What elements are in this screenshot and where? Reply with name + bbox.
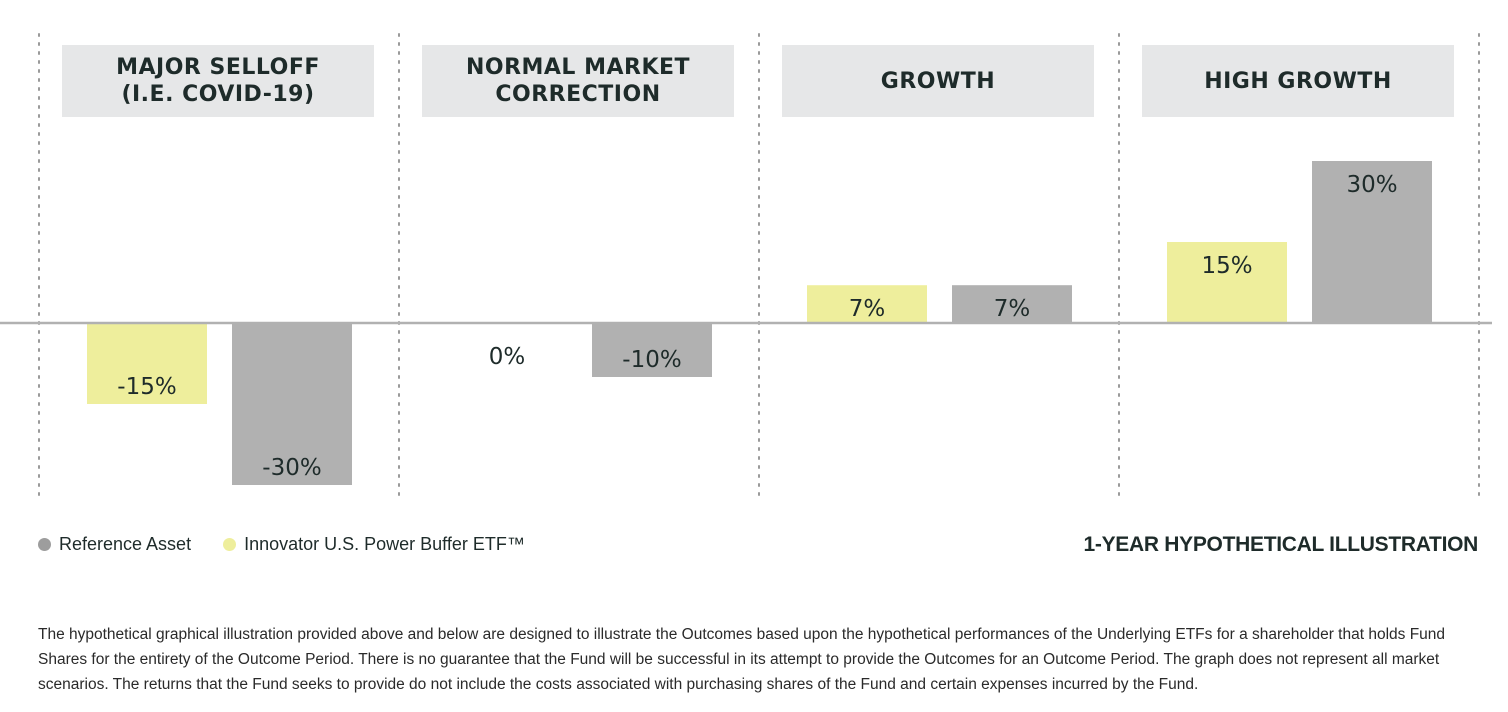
legend-item-reference-asset: Reference Asset (38, 534, 191, 555)
legend: Reference Asset Innovator U.S. Power Buf… (38, 534, 557, 555)
value-label-s0-c3: 15% (1201, 253, 1252, 279)
value-label-s0-c2: 7% (849, 296, 886, 322)
value-label-s1-c0: -30% (262, 455, 321, 481)
bar-s1-c1 (592, 323, 712, 377)
legend-label-power-buffer-etf: Innovator U.S. Power Buffer ETF™ (244, 534, 525, 554)
bar-s1-c0 (232, 323, 352, 485)
value-label-s1-c1: -10% (622, 347, 681, 373)
bar-s1-c2 (952, 285, 1072, 323)
legend-label-reference-asset: Reference Asset (59, 534, 192, 554)
scenario-header-growth: GROWTH (782, 45, 1094, 117)
legend-item-power-buffer-etf: Innovator U.S. Power Buffer ETF™ (223, 534, 525, 555)
value-label-s0-c0: -15% (117, 374, 176, 400)
legend-swatch-reference-asset (38, 538, 51, 551)
bar-chart: -15% 0% 7% 15% -30% -10% 7% 30% (0, 33, 1492, 501)
bar-s0-c0 (87, 323, 207, 404)
value-label-s0-c1: 0% (489, 344, 526, 370)
bar-s0-c3 (1167, 242, 1287, 323)
scenario-header-high-growth: HIGH GROWTH (1142, 45, 1454, 117)
footnote: The hypothetical graphical illustration … (38, 626, 1446, 693)
legend-swatch-power-buffer-etf (223, 538, 237, 551)
scenario-header-normal-correction: NORMAL MARKET CORRECTION (422, 45, 734, 117)
illustration-label: 1-YEAR HYPOTHETICAL ILLUSTRATION (1083, 533, 1479, 556)
scenario-header-major-selloff: MAJOR SELLOFF (I.E. COVID-19) (62, 45, 374, 117)
value-label-s1-c2: 7% (994, 296, 1031, 322)
value-label-s1-c3: 30% (1346, 172, 1397, 198)
bar-s0-c2 (807, 285, 927, 323)
bar-s1-c3 (1312, 161, 1432, 323)
